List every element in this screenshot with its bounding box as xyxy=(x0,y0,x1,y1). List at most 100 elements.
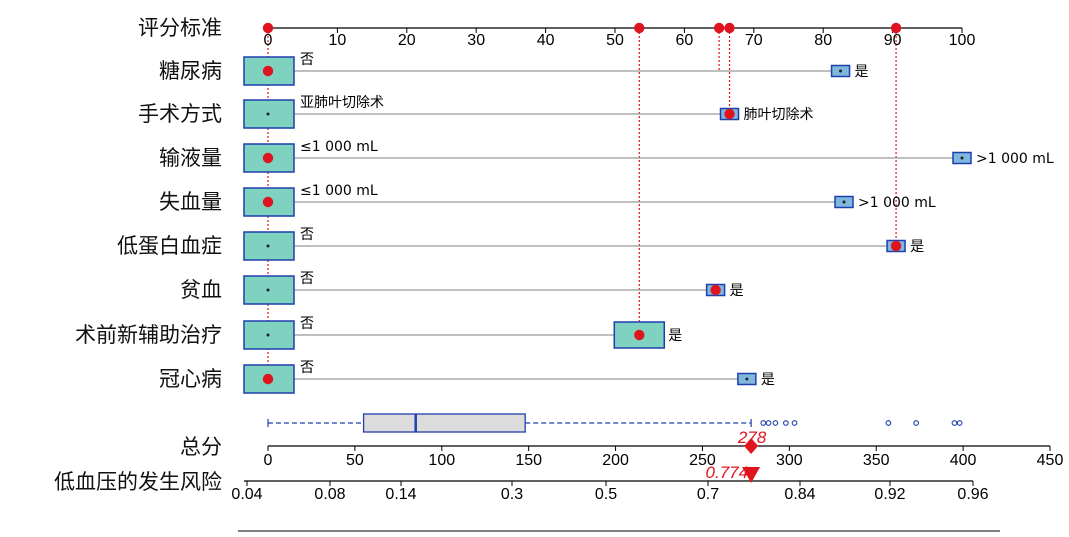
selected-marker-row-7 xyxy=(634,329,645,341)
risk-result-marker xyxy=(742,467,761,483)
risk-tick-label-0-04: 0.04 xyxy=(231,486,262,503)
row-3: ≤1 000 mL >1 000 mL xyxy=(243,139,1054,173)
total-points-section xyxy=(267,413,963,433)
level-label-1-row-3: >1 000 mL xyxy=(976,151,1054,167)
row-label-6: 贫血 xyxy=(180,278,222,302)
risk-tick-label-0-7: 0.7 xyxy=(697,486,719,503)
level-label-0-row-7: 否 xyxy=(300,316,314,332)
total-result-label: 278 xyxy=(737,428,767,447)
total-tick-label-350: 350 xyxy=(863,452,890,469)
level-label-1-row-8: 是 xyxy=(761,372,775,388)
total-tick-label-450: 450 xyxy=(1037,452,1064,469)
points-tick-label-20: 20 xyxy=(398,32,416,49)
boxplot-outlier-7 xyxy=(913,420,920,426)
boxplot-outlier-5 xyxy=(791,420,798,426)
level-dot-0-row-7 xyxy=(266,333,270,337)
total-tick-label-200: 200 xyxy=(602,452,629,469)
total-tick-label-400: 400 xyxy=(950,452,977,469)
level-dot-0-row-5 xyxy=(266,244,270,248)
points-axis-marker-65 xyxy=(713,22,725,34)
points-tick-label-40: 40 xyxy=(537,32,555,49)
level-label-0-row-2: 亚肺叶切除术 xyxy=(300,95,384,111)
boxplot-outlier-2 xyxy=(765,420,772,426)
row-label-5: 低蛋白血症 xyxy=(117,234,222,258)
row-1: 否是 xyxy=(243,52,869,86)
level-label-1-row-2: 肺叶切除术 xyxy=(744,107,814,123)
selected-marker-row-6 xyxy=(710,284,721,296)
points-tick-label-30: 30 xyxy=(467,32,485,49)
guide-lines xyxy=(267,28,897,379)
row-7: 否是 xyxy=(243,316,682,350)
row-label-1: 糖尿病 xyxy=(159,59,222,83)
level-label-1-row-7: 是 xyxy=(668,328,682,344)
points-axis-marker-53-5 xyxy=(634,22,645,34)
selected-marker-row-2 xyxy=(724,108,735,120)
boxplot-box xyxy=(362,413,526,433)
level-label-1-row-1: 是 xyxy=(855,64,869,80)
level-dot-0-row-2 xyxy=(266,112,270,116)
boxplot-outlier-4 xyxy=(783,420,789,426)
total-tick-label-100: 100 xyxy=(428,452,455,469)
row-6: 否是 xyxy=(243,271,744,305)
risk-tick-label-0-5: 0.5 xyxy=(595,486,617,503)
row-5: 否是 xyxy=(243,227,924,261)
points-tick-label-100: 100 xyxy=(949,32,976,49)
level-label-0-row-8: 否 xyxy=(300,360,314,376)
level-dot-0-row-6 xyxy=(266,288,270,292)
row-4: ≤1 000 mL >1 000 mL xyxy=(243,183,936,217)
level-label-0-row-1: 否 xyxy=(300,52,314,68)
level-label-1-row-6: 是 xyxy=(730,283,744,299)
row-8: 否是 xyxy=(243,360,775,394)
selected-marker-row-5 xyxy=(890,240,902,252)
selected-marker-row-4 xyxy=(262,196,274,208)
total-tick-label-300: 300 xyxy=(776,452,803,469)
selected-marker-row-3 xyxy=(262,152,274,164)
risk-tick-label-0-96: 0.96 xyxy=(957,486,988,503)
points-tick-label-70: 70 xyxy=(745,32,763,49)
level-label-0-row-6: 否 xyxy=(300,271,314,287)
boxplot-outlier-1 xyxy=(760,420,767,426)
total-result-marker xyxy=(744,438,759,454)
boxplot-outlier-8 xyxy=(951,420,958,426)
total-tick-label-250: 250 xyxy=(689,452,716,469)
risk-axis-label: 低血压的发生风险 xyxy=(54,470,222,494)
selected-point-markers: 278 0.774 xyxy=(262,22,902,483)
risk-result-label: 0.774 xyxy=(706,463,749,482)
boxplot-outlier-9 xyxy=(956,420,963,426)
level-dot-1-row-4 xyxy=(842,200,846,204)
row-label-3: 输液量 xyxy=(159,146,222,170)
points-tick-label-10: 10 xyxy=(329,32,347,49)
points-tick-label-80: 80 xyxy=(814,32,832,49)
points-tick-label-0: 0 xyxy=(264,32,273,49)
level-label-1-row-4: >1 000 mL xyxy=(858,195,936,211)
risk-tick-label-0-14: 0.14 xyxy=(385,486,416,503)
axes: 0 10 20 30 40 50 60 70 80 90 100 0 50 100 150 200 250 300… xyxy=(231,27,1064,532)
risk-tick-label-0-3: 0.3 xyxy=(501,486,523,503)
points-tick-label-90: 90 xyxy=(884,32,902,49)
row-labels: 评分标准糖尿病手术方式输液量失血量低蛋白血症贫血术前新辅助治疗冠心病总分低血压的… xyxy=(54,16,222,494)
level-dot-1-row-8 xyxy=(745,377,749,381)
points-axis-marker-90-5 xyxy=(890,22,902,34)
points-axis-marker-0 xyxy=(262,22,274,34)
points-axis-label: 评分标准 xyxy=(138,16,222,40)
points-axis-marker-66-5 xyxy=(724,22,735,34)
total-tick-label-50: 50 xyxy=(346,452,364,469)
total-tick-label-0: 0 xyxy=(264,452,273,469)
row-label-4: 失血量 xyxy=(159,190,222,214)
points-tick-label-50: 50 xyxy=(606,32,624,49)
risk-tick-label-0-08: 0.08 xyxy=(314,486,345,503)
total-axis-label: 总分 xyxy=(180,435,222,459)
points-tick-label-60: 60 xyxy=(676,32,694,49)
risk-tick-label-0-92: 0.92 xyxy=(874,486,905,503)
level-label-1-row-5: 是 xyxy=(910,239,924,255)
risk-tick-label-0-84: 0.84 xyxy=(784,486,815,503)
total-tick-label-150: 150 xyxy=(515,452,542,469)
level-label-0-row-3: ≤1 000 mL xyxy=(300,139,378,155)
level-box-0-row-5 xyxy=(243,231,295,261)
boxplot-outlier-6 xyxy=(885,420,892,426)
selected-marker-row-1 xyxy=(262,65,274,77)
level-label-0-row-4: ≤1 000 mL xyxy=(300,183,378,199)
selected-marker-row-8 xyxy=(262,373,274,385)
